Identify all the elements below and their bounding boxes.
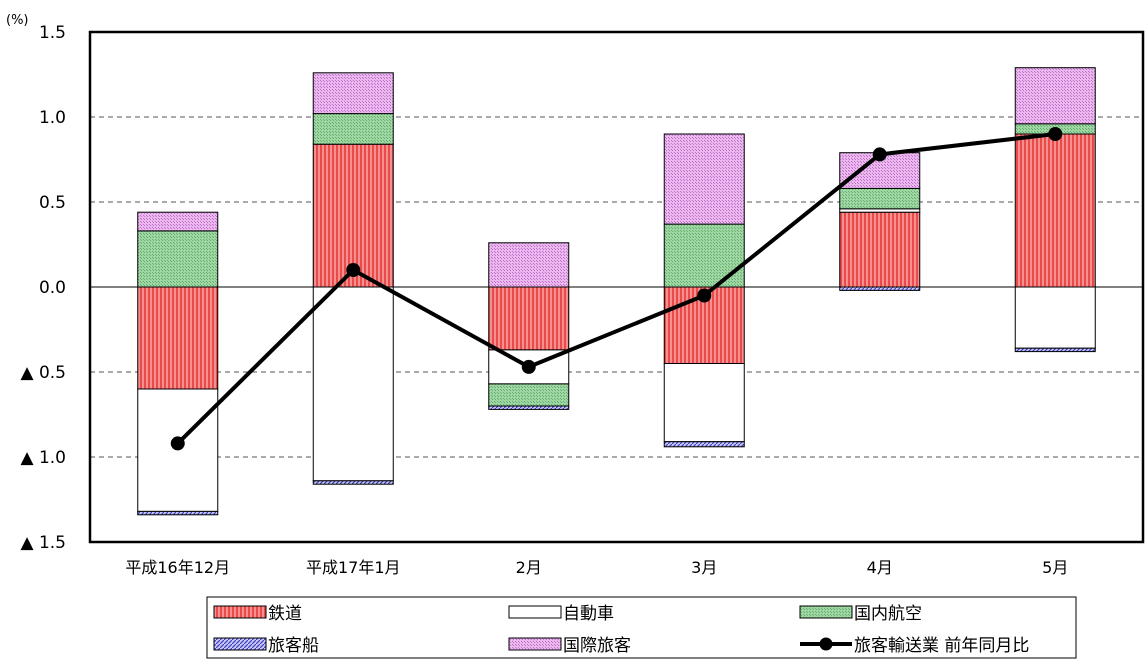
- bar-segment: [663, 223, 745, 288]
- bar-segment: [839, 286, 921, 291]
- bar-segment: [1014, 133, 1096, 288]
- x-tick-label: 4月: [867, 558, 893, 577]
- y-tick-label: ▲ 1.0: [20, 448, 66, 468]
- legend-swatch-auto: [508, 605, 562, 619]
- y-tick-label: 0.5: [39, 193, 66, 213]
- x-tick-label: 2月: [516, 558, 542, 577]
- legend-label-auto: 自動車: [563, 604, 614, 624]
- bar-segment: [663, 133, 745, 225]
- legend-label-ship: 旅客船: [268, 636, 319, 656]
- bar-segment: [312, 286, 394, 482]
- bar-segment: [312, 72, 394, 115]
- bar-segment: [137, 286, 219, 390]
- legend-swatch-air: [799, 605, 853, 619]
- bar-segment: [488, 383, 570, 407]
- y-tick-label: 1.0: [39, 108, 66, 128]
- legend-swatch-rail: [213, 605, 267, 619]
- y-tick-label: 0.0: [39, 278, 66, 298]
- x-axis-ticks: 平成16年12月 平成17年1月 2月 3月 4月 5月: [125, 558, 1068, 577]
- bar-segment: [1014, 286, 1096, 349]
- bar-segment: [1014, 347, 1096, 353]
- bars: [137, 67, 1096, 516]
- line-marker: [1048, 127, 1063, 141]
- bar-segment: [488, 286, 570, 351]
- plot-area-frame: [88, 30, 1145, 544]
- legend-swatch-marker: [819, 637, 833, 651]
- legend-frame: [206, 596, 1077, 659]
- line-marker: [346, 263, 361, 277]
- line-path: [176, 132, 1056, 445]
- y-unit-label: (%): [6, 13, 29, 28]
- bar-segment: [488, 242, 570, 288]
- legend-label-intl: 国際旅客: [563, 636, 631, 656]
- bar-segment: [137, 211, 219, 232]
- y-axis-ticks: 1.5 1.0 0.5 0.0 ▲ 0.5 ▲ 1.0 ▲ 1.5: [20, 23, 66, 553]
- legend: 鉄道 自動車 国内航空 旅客船 国際旅客 旅客輸送業 前年同月比: [206, 596, 1077, 659]
- line-marker: [170, 436, 185, 451]
- bar-segment: [839, 211, 921, 288]
- legend-label-air: 国内航空: [854, 604, 922, 624]
- y-tick-label: 1.5: [39, 23, 66, 43]
- legend-label-rail: 鉄道: [268, 604, 302, 624]
- bar-segment: [137, 510, 219, 516]
- line-marker: [697, 288, 712, 303]
- line-marker: [521, 359, 536, 374]
- bar-segment: [137, 230, 219, 288]
- bar-segment: [839, 187, 921, 210]
- legend-label-line: 旅客輸送業 前年同月比: [854, 636, 1029, 656]
- bar-segment: [1014, 67, 1096, 125]
- bar-segment: [488, 405, 570, 410]
- x-tick-label: 3月: [691, 558, 717, 577]
- y-tick-label: ▲ 1.5: [20, 533, 66, 553]
- line-marker: [872, 147, 887, 162]
- x-tick-label: 5月: [1042, 558, 1068, 577]
- bar-segment: [663, 363, 745, 443]
- line-series: [170, 127, 1063, 451]
- x-tick-label: 平成16年12月: [125, 558, 230, 577]
- legend-swatch-ship: [213, 637, 267, 651]
- bar-segment: [839, 208, 921, 213]
- bar-segment: [312, 113, 394, 145]
- bar-segment: [663, 441, 745, 448]
- legend-swatch-intl: [508, 637, 562, 651]
- y-tick-label: ▲ 0.5: [20, 363, 66, 383]
- bar-segment: [312, 480, 394, 485]
- grid-lines: [90, 116, 1143, 458]
- x-tick-label: 平成17年1月: [306, 558, 401, 577]
